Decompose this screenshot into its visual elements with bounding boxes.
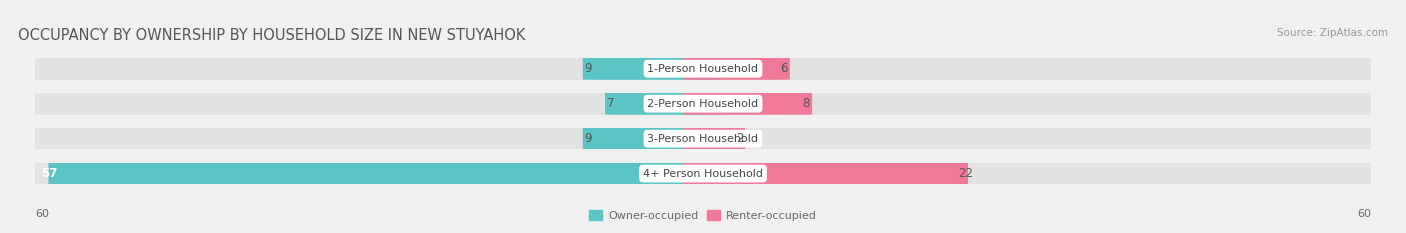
Text: 4+ Person Household: 4+ Person Household bbox=[643, 169, 763, 178]
Text: 9: 9 bbox=[585, 62, 592, 75]
Text: 9: 9 bbox=[585, 132, 592, 145]
FancyBboxPatch shape bbox=[683, 58, 790, 80]
Text: 7: 7 bbox=[607, 97, 614, 110]
Text: 60: 60 bbox=[1357, 209, 1371, 219]
FancyBboxPatch shape bbox=[605, 93, 723, 115]
FancyBboxPatch shape bbox=[49, 163, 723, 185]
Text: 57: 57 bbox=[42, 167, 58, 180]
Text: 2: 2 bbox=[735, 132, 744, 145]
FancyBboxPatch shape bbox=[683, 128, 745, 150]
Text: 3-Person Household: 3-Person Household bbox=[648, 134, 758, 144]
FancyBboxPatch shape bbox=[683, 93, 813, 115]
Text: Source: ZipAtlas.com: Source: ZipAtlas.com bbox=[1277, 28, 1388, 38]
Legend: Owner-occupied, Renter-occupied: Owner-occupied, Renter-occupied bbox=[585, 206, 821, 225]
Text: 22: 22 bbox=[959, 167, 973, 180]
Text: OCCUPANCY BY OWNERSHIP BY HOUSEHOLD SIZE IN NEW STUYAHOK: OCCUPANCY BY OWNERSHIP BY HOUSEHOLD SIZE… bbox=[18, 28, 526, 43]
Text: 1-Person Household: 1-Person Household bbox=[648, 64, 758, 74]
FancyBboxPatch shape bbox=[582, 58, 723, 80]
FancyBboxPatch shape bbox=[582, 128, 723, 150]
FancyBboxPatch shape bbox=[683, 163, 967, 185]
Text: 2-Person Household: 2-Person Household bbox=[647, 99, 759, 109]
Text: 6: 6 bbox=[780, 62, 787, 75]
Text: 60: 60 bbox=[35, 209, 49, 219]
Text: 8: 8 bbox=[803, 97, 810, 110]
